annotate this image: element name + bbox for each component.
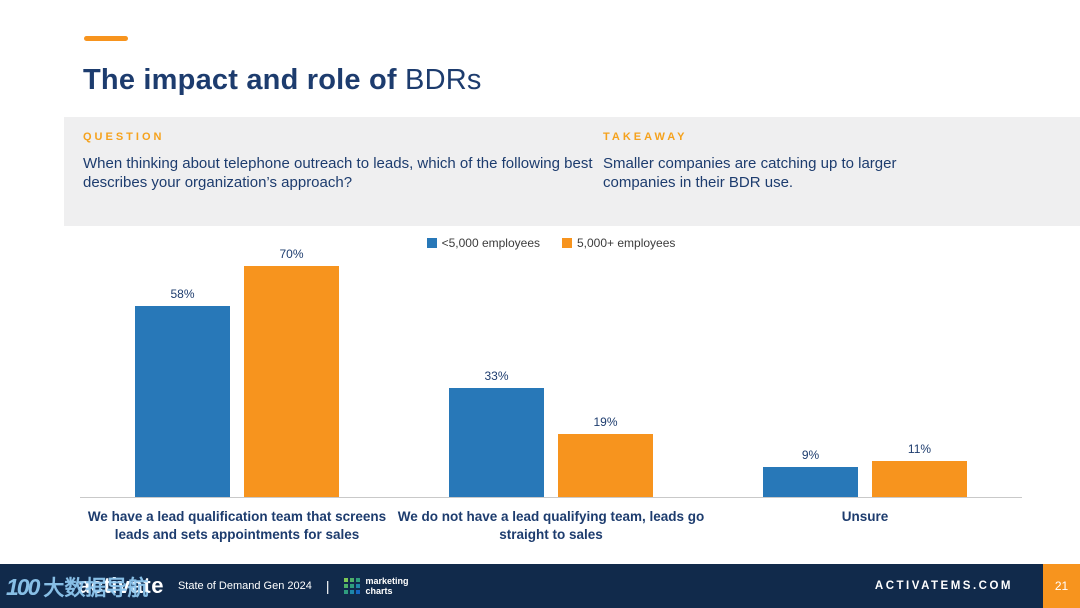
page-title-regular: BDRs [396,64,482,96]
bar-group: 58% 70% We have a lead qualification team … [80,247,394,543]
watermark-icon: 100 [6,573,40,600]
page-number-badge: 21 [1043,564,1080,608]
website-url: ACTIVATEMS.COM [874,580,1013,592]
legend-swatch [426,238,437,248]
page-title-bold: The impact and role of [83,64,397,96]
bar-value-label: 19% [593,415,618,429]
category-label: Unsure [841,509,889,524]
report-title: State of Demand Gen 2024 [177,580,312,592]
takeaway-column: TAKEAWAY Smaller companies are catching … [603,131,903,214]
category-label: We have a lead qualification team that s… [87,509,387,542]
bar-pair: 58% 70% [80,247,394,498]
footer-bar: activate State of Demand Gen 2024 | mark… [0,564,1080,608]
legend-item: 5,000+ employees [562,236,675,250]
legend-swatch [562,238,572,248]
bar [244,266,339,497]
question-column: QUESTION When thinking about telephone o… [83,131,603,214]
question-text: When thinking about telephone outreach t… [83,155,593,192]
bar [763,467,858,497]
watermark: 100 大数据导航 [6,572,148,602]
activate-logo: activate [78,573,164,598]
bar-value-label: 70% [279,247,304,261]
accent-dash [84,36,128,41]
takeaway-label: TAKEAWAY [603,131,688,143]
bar-wrap: 58% [135,287,230,497]
takeaway-text: Smaller companies are catching up to lar… [603,155,897,192]
plot: 58% 70% We have a lead qualification team … [80,247,1022,543]
bar [872,461,967,497]
bar-wrap: 9% [763,448,858,497]
marketingcharts-wordmark: marketing charts [366,576,409,597]
chart-legend: <5,000 employees 5,000+ employees [80,236,1022,250]
marketingcharts-logo: marketing charts [343,576,409,597]
marketingcharts-grid-icon [343,578,360,594]
bar-wrap: 11% [872,442,967,497]
bar-pair: 33% 19% [394,258,708,498]
bar-group: 33% 19% We do not have a lead qualifying t… [394,258,708,543]
bar-group: 9% 11% Unsure [708,258,1022,543]
legend-label: 5,000+ employees [577,236,676,250]
bar-chart: <5,000 employees 5,000+ employees 58% 70% W… [80,236,1022,543]
bar-value-label: 58% [170,287,195,301]
marketingcharts-line1: marketing [365,575,409,586]
bar-pair: 9% 11% [708,258,1022,498]
question-takeaway-band: QUESTION When thinking about telephone o… [64,117,1080,226]
category-label: We do not have a lead qualifying team, l… [397,509,705,542]
bar-wrap: 33% [449,369,544,497]
footer-divider: | [325,578,330,594]
bar-wrap: 70% [244,247,339,497]
legend-label: <5,000 employees [441,236,540,250]
bar-wrap: 19% [558,415,653,497]
bar-value-label: 9% [801,448,820,462]
marketingcharts-line2: charts [365,586,393,596]
bar [449,388,544,497]
bar [135,306,230,497]
bar-value-label: 33% [484,369,509,383]
question-label: QUESTION [83,131,165,143]
watermark-text: 大数据导航 [43,577,149,600]
legend-item: <5,000 employees [426,236,540,250]
page-title: The impact and role of BDRs [83,64,482,97]
bar-value-label: 11% [907,442,932,456]
bar [558,434,653,497]
